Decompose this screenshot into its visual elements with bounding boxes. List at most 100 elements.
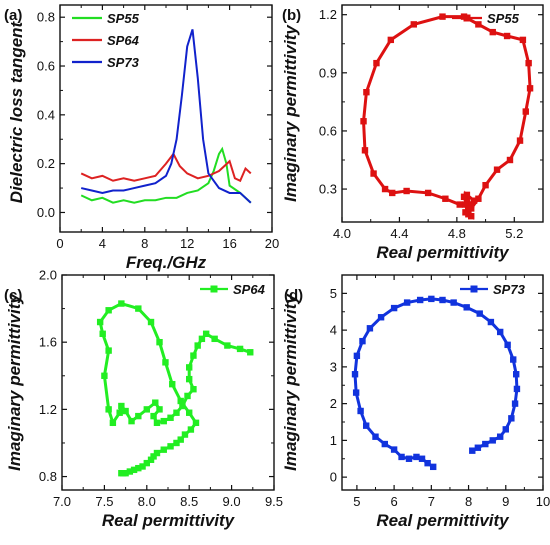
- panel-c: 7.0 7.5 8.0 8.5 9.0 9.5 0.8 1.2 1.6 2.0 Real permi…: [4, 268, 283, 531]
- data-point: [224, 342, 231, 349]
- data-point: [352, 389, 360, 396]
- y-axis-label: Imaginary permittivity: [281, 293, 300, 471]
- data-point: [177, 397, 184, 405]
- data-point: [192, 419, 200, 427]
- data-point: [186, 364, 193, 371]
- data-point: [387, 36, 395, 44]
- y-tick-label: 1.6: [39, 335, 57, 350]
- data-point: [513, 371, 520, 378]
- data-point: [522, 108, 529, 115]
- data-point: [147, 318, 155, 326]
- data-point: [526, 85, 534, 92]
- x-axis-label: Real permittivity: [376, 243, 510, 262]
- panel-label: (a): [4, 7, 22, 24]
- x-tick-label: 4.0: [333, 226, 351, 241]
- data-point: [139, 463, 146, 470]
- data-point: [156, 338, 163, 346]
- x-axis-label: Real permittivity: [102, 511, 236, 530]
- x-axis-label: Freq./GHz: [126, 253, 207, 272]
- y-tick-label: 1.2: [319, 7, 337, 22]
- x-tick-label: 9.5: [265, 494, 283, 509]
- data-point: [361, 147, 369, 154]
- data-point: [202, 330, 210, 337]
- data-point: [482, 440, 489, 448]
- panel-d: 5 6 7 8 9 10 0 1 2 3 4 5 Real permittivity Imaginary …: [281, 274, 550, 530]
- data-point: [187, 426, 195, 433]
- data-point: [179, 402, 186, 410]
- data-point: [525, 59, 532, 67]
- x-tick-label: 4.4: [390, 226, 408, 241]
- data-point: [118, 300, 125, 307]
- y-axis-label: Dielectric loss tangent: [7, 20, 26, 203]
- data-point: [439, 296, 446, 304]
- data-point: [116, 409, 123, 416]
- data-point: [118, 470, 125, 477]
- data-point: [424, 189, 432, 197]
- data-point: [150, 453, 157, 460]
- data-point: [424, 459, 431, 467]
- data-point: [503, 32, 511, 40]
- legend-label: SP55: [107, 11, 140, 26]
- data-point: [99, 330, 106, 337]
- data-point: [476, 310, 483, 317]
- data-point: [372, 433, 379, 440]
- legend-label: SP64: [233, 282, 266, 297]
- data-point: [236, 345, 244, 353]
- y-axis-label: Imaginary permittivity: [281, 24, 300, 202]
- data-point: [462, 209, 469, 216]
- data-point: [122, 407, 129, 415]
- data-point: [373, 59, 380, 67]
- y-tick-label: 0.6: [319, 123, 337, 138]
- data-point: [162, 359, 169, 366]
- data-point: [135, 464, 142, 472]
- data-point: [370, 170, 377, 177]
- x-tick-label: 20: [265, 236, 279, 251]
- legend-label: SP73: [493, 282, 526, 297]
- data-point: [439, 13, 446, 20]
- x-tick-label: 8.5: [180, 494, 198, 509]
- data-point: [118, 402, 125, 410]
- data-point: [502, 426, 509, 433]
- panel-label: (c): [4, 287, 22, 304]
- data-point: [366, 325, 374, 332]
- data-point: [416, 296, 424, 304]
- y-tick-label: 0.0: [37, 205, 55, 220]
- data-point: [442, 195, 449, 202]
- data-point: [105, 307, 112, 314]
- data-point: [482, 181, 489, 189]
- y-tick-label: 0.9: [319, 65, 337, 80]
- data-point: [474, 444, 482, 451]
- data-point: [462, 201, 469, 208]
- x-tick-label: 0: [56, 236, 63, 251]
- y-tick-label: 3: [330, 359, 337, 374]
- data-point: [167, 443, 174, 450]
- data-point: [489, 437, 496, 444]
- x-tick-label: 7: [428, 494, 435, 509]
- data-point: [403, 187, 410, 195]
- y-tick-label: 1: [330, 433, 337, 448]
- data-point: [186, 375, 193, 383]
- data-point: [506, 156, 514, 164]
- data-point: [405, 455, 413, 462]
- data-point: [511, 400, 519, 407]
- data-point: [428, 295, 435, 303]
- x-tick-label: 4: [99, 236, 106, 251]
- data-point: [475, 21, 482, 28]
- legend-label: SP73: [107, 55, 140, 70]
- data-point: [126, 468, 134, 475]
- x-tick-label: 16: [222, 236, 236, 251]
- y-tick-label: 1.2: [39, 402, 57, 417]
- data-point: [508, 415, 515, 422]
- data-point: [418, 455, 426, 462]
- x-tick-label: 9: [502, 494, 509, 509]
- data-point: [377, 314, 385, 321]
- y-tick-label: 5: [330, 286, 337, 301]
- data-point: [247, 349, 254, 356]
- data-point: [362, 422, 370, 429]
- data-point: [143, 406, 150, 413]
- data-point: [381, 185, 389, 193]
- x-axis-label: Real permittivity: [376, 511, 510, 530]
- data-point: [194, 342, 201, 349]
- data-point: [487, 318, 495, 326]
